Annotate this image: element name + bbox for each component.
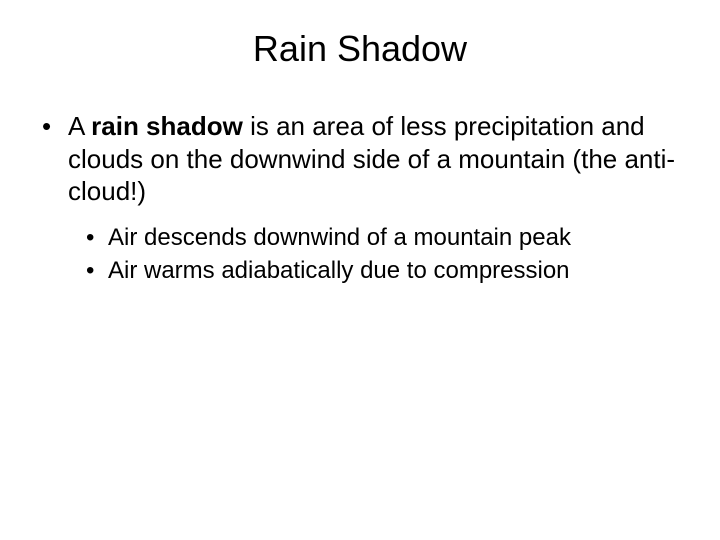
main-bullet-list: A rain shadow is an area of less precipi…: [30, 110, 690, 208]
slide-title: Rain Shadow: [30, 28, 690, 70]
sub-bullet-item: Air descends downwind of a mountain peak: [84, 222, 690, 253]
main-bullet-bold-term: rain shadow: [91, 111, 243, 141]
sub-bullet-item: Air warms adiabatically due to compressi…: [84, 255, 690, 286]
sub-bullet-list: Air descends downwind of a mountain peak…: [30, 222, 690, 286]
main-bullet-prefix: A: [68, 111, 91, 141]
main-bullet-item: A rain shadow is an area of less precipi…: [38, 110, 690, 208]
